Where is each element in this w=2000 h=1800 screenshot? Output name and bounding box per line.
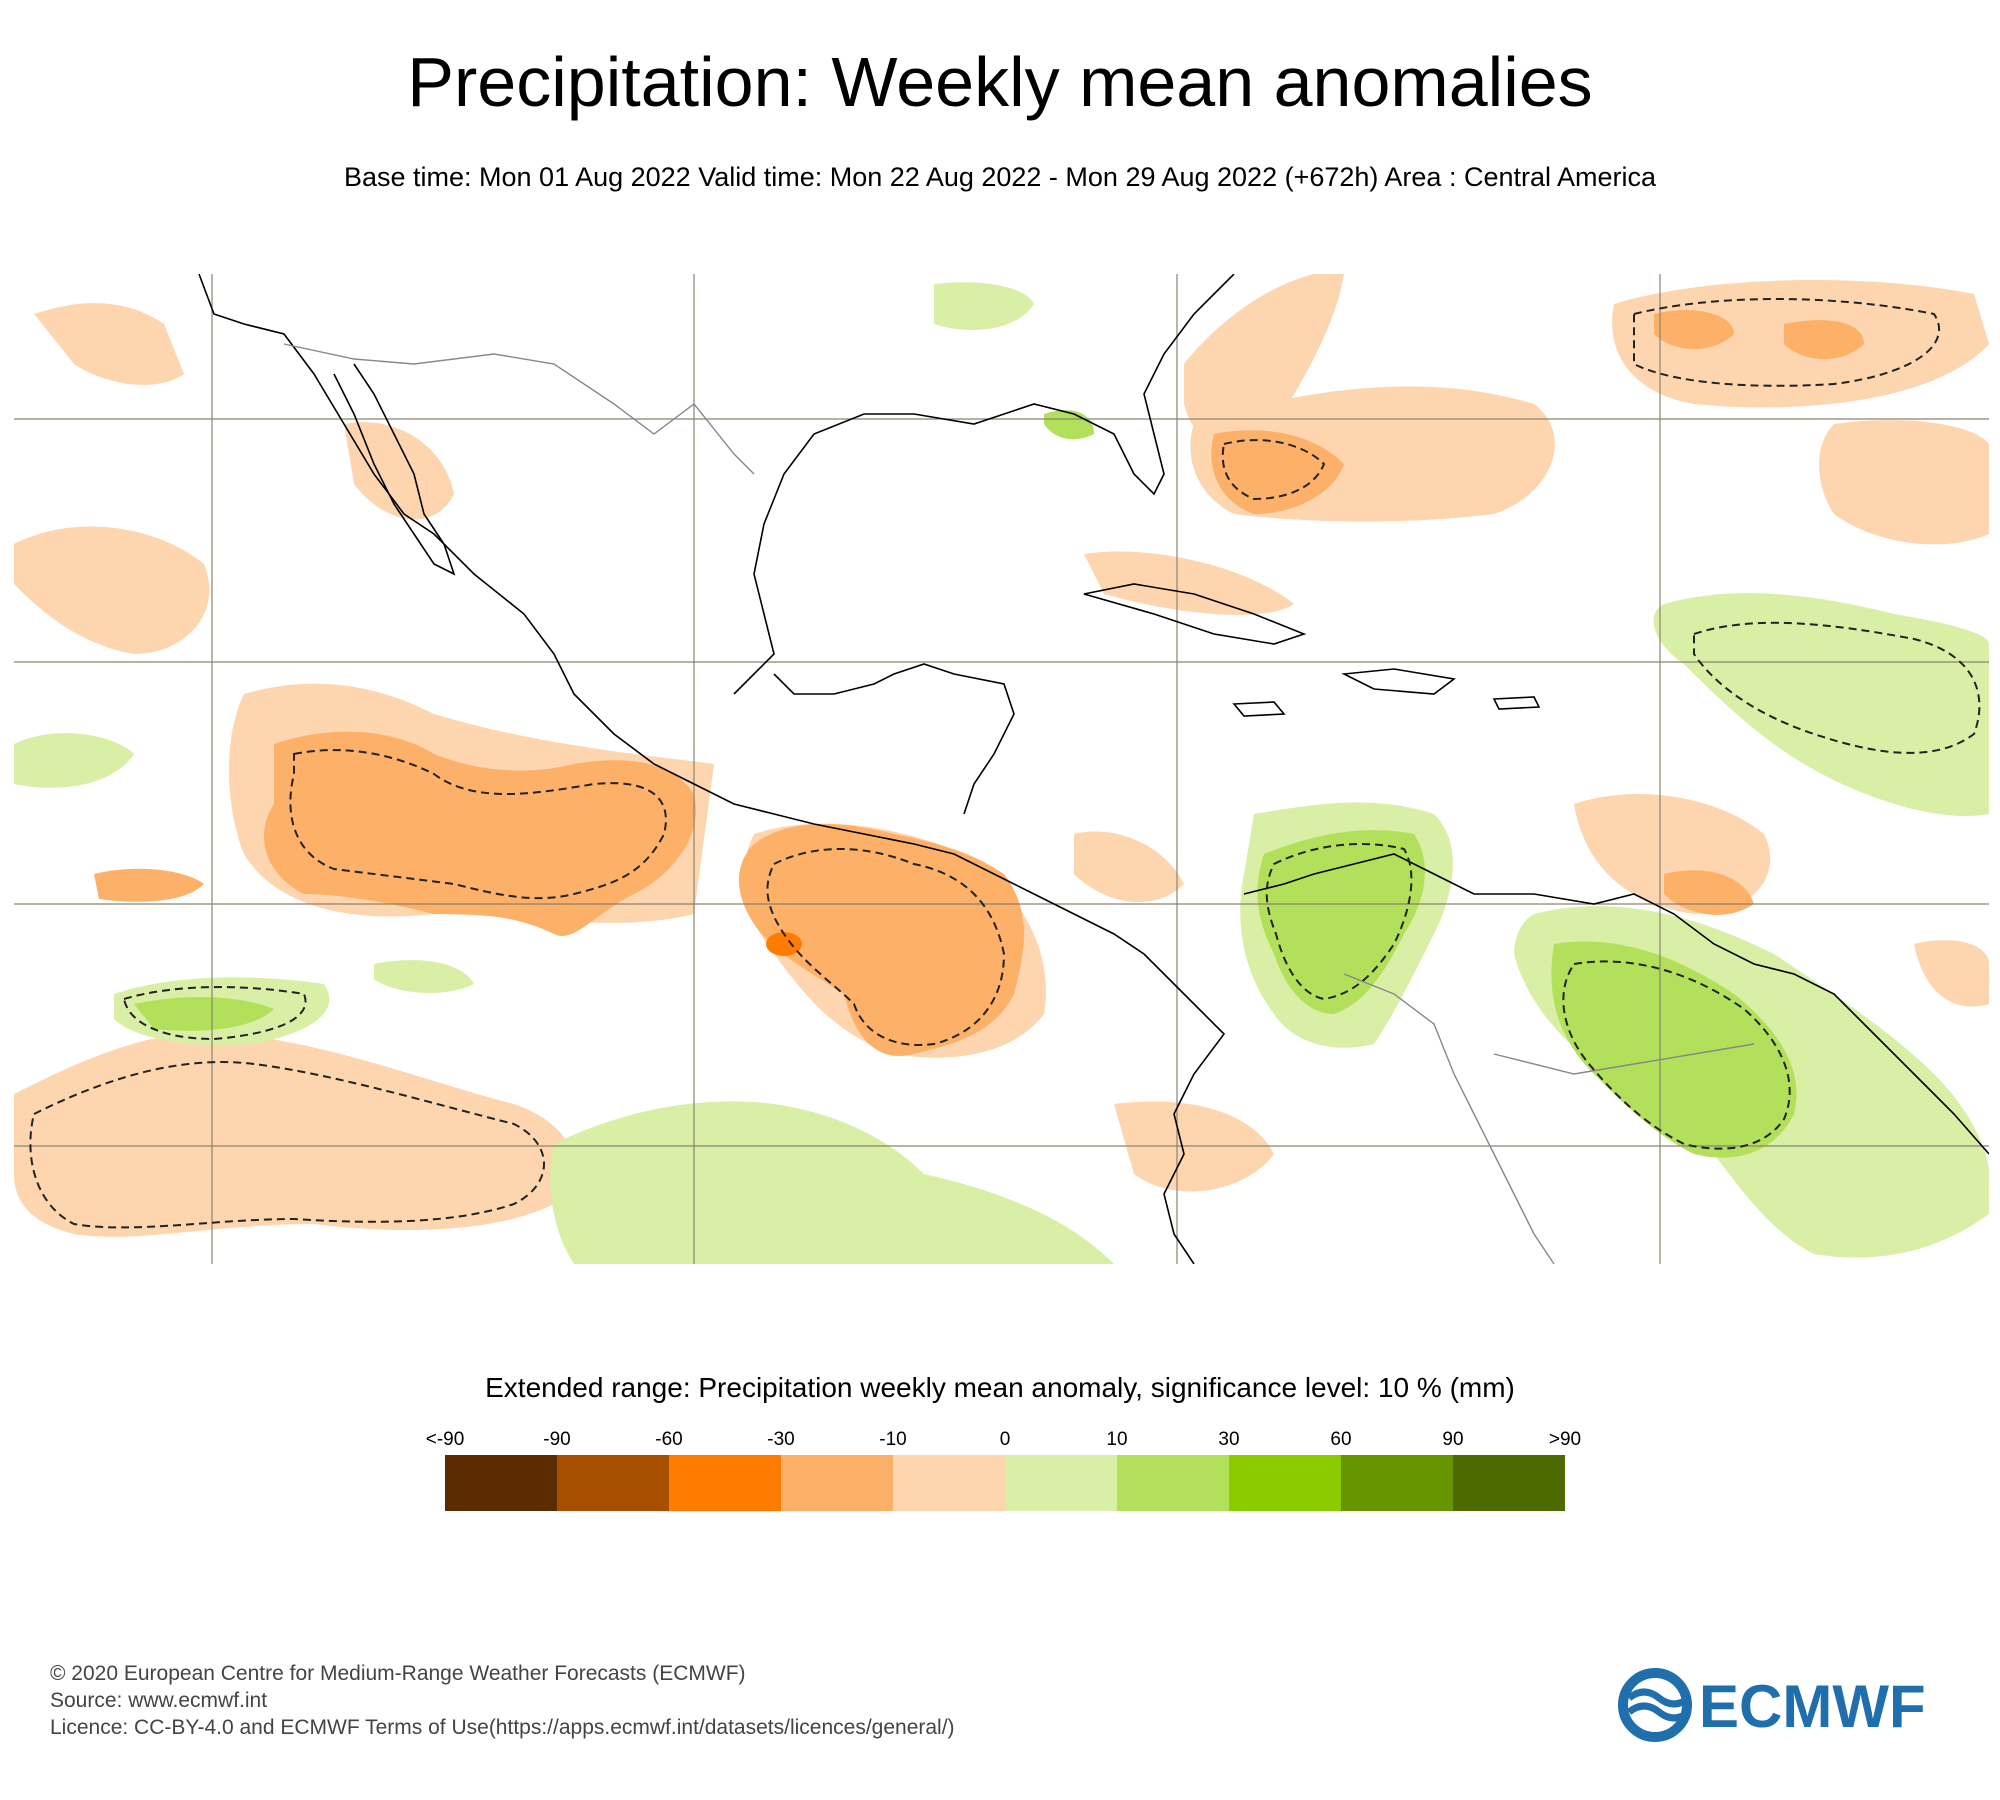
anomaly-region-east-pacific-west: [264, 731, 696, 936]
legend-swatch: [557, 1455, 669, 1511]
significance-contour-pacific-green: [122, 986, 307, 1041]
anomaly-region-colombia-green: [1257, 830, 1425, 1014]
precipitation-anomaly-map: [14, 274, 1989, 1264]
ecmwf-logo-text: ECMWF: [1699, 1673, 1926, 1740]
legend-tick-label: -60: [655, 1429, 682, 1450]
significance-contour-florida: [1221, 439, 1326, 501]
legend-tick-label: 90: [1442, 1429, 1463, 1450]
anomaly-region-pacific-green-2: [374, 960, 474, 994]
chart-title: Precipitation: Weekly mean anomalies: [407, 43, 1593, 121]
anomaly-region-southwest-pacific: [14, 1032, 575, 1237]
anomaly-region-small-pacific: [94, 868, 204, 902]
legend-swatch: [445, 1455, 557, 1511]
footer-licence: Licence: CC-BY-4.0 and ECMWF Terms of Us…: [50, 1716, 955, 1739]
legend-tick-label: 10: [1106, 1429, 1127, 1450]
anomaly-region-gulf-green: [1044, 410, 1094, 440]
national-borders: [283, 343, 1755, 1264]
coastline-hispaniola: [1341, 668, 1456, 695]
legend-swatch: [893, 1455, 1005, 1511]
coastline-cuba: [1083, 583, 1307, 645]
significance-contours: [29, 298, 1981, 1229]
anomaly-region-pacific-green-3: [134, 997, 274, 1031]
anomaly-region-central-america-coast: [1074, 831, 1184, 903]
significance-contour-atlantic-northeast: [1633, 298, 1941, 387]
chart-subtitle: Base time: Mon 01 Aug 2022 Valid time: M…: [343, 162, 1657, 192]
legend-tick-label: 0: [1000, 1429, 1011, 1450]
significance-contour-guiana: [1562, 960, 1791, 1150]
anomaly-region-florida-bahamas: [1211, 430, 1344, 514]
significance-contour-southwest-pacific: [29, 1061, 545, 1229]
anomaly-region-texas-coast: [934, 282, 1034, 330]
anomaly-region-baja-coast: [344, 422, 454, 520]
coastline-yucatan: [773, 663, 1015, 815]
coastline-north-america: [198, 274, 1226, 1264]
anomaly-region-atlantic-pocket: [1654, 310, 1734, 349]
legend-swatch: [669, 1455, 781, 1511]
anomaly-region-gulf-florida: [1184, 274, 1344, 457]
anomaly-region-venezuela-green: [1551, 941, 1797, 1158]
legend-swatch: [1117, 1455, 1229, 1511]
footer-source: Source: www.ecmwf.int: [50, 1689, 268, 1712]
anomaly-region-west-pacific-band: [14, 526, 210, 654]
color-legend: <-90 -90 -60 -30 -10 0 10 30 60 90 >90: [426, 1429, 1581, 1511]
anomaly-region-cuba: [1084, 551, 1294, 615]
legend-tick-label: 60: [1330, 1429, 1351, 1450]
coastline-puerto-rico: [1492, 696, 1541, 710]
coastline-baja: [333, 363, 456, 576]
border-venezuela-brazil: [1493, 1043, 1755, 1075]
legend-swatch: [1005, 1455, 1117, 1511]
anomaly-region-east-pacific-east: [739, 824, 1024, 1056]
anomaly-region-atlantic-pocket-2: [1784, 320, 1864, 359]
anomaly-region-atlantic-east: [1819, 420, 1989, 545]
legend-title: Extended range: Precipitation weekly mea…: [485, 1372, 1515, 1403]
coastline-gulf-of-mexico: [733, 274, 1235, 695]
anomaly-region-far-east: [1914, 940, 1989, 1007]
significance-contour-pacific-east: [766, 848, 1006, 1046]
anomaly-region-pacific-west-edge: [14, 733, 134, 788]
legend-tick-label: >90: [1549, 1429, 1581, 1450]
legend-swatch: [1453, 1455, 1565, 1511]
ecmwf-logo: ECMWF: [1618, 1668, 1926, 1742]
border-us-mexico: [283, 343, 755, 475]
legend-swatch: [1341, 1455, 1453, 1511]
anomaly-region-dark-orange-layer: [766, 932, 802, 956]
legend-tick-label: 30: [1218, 1429, 1239, 1450]
coastline-south-america-north: [1243, 853, 1989, 1155]
coastlines: [198, 274, 1989, 1264]
legend-tick-label: -10: [879, 1429, 906, 1450]
footer: © 2020 European Centre for Medium-Range …: [50, 1660, 955, 1741]
legend-swatch: [1229, 1455, 1341, 1511]
coastline-jamaica: [1232, 701, 1286, 717]
legend-tick-label: -90: [543, 1429, 570, 1450]
anomaly-region-medium-orange-layer: [94, 310, 1864, 1056]
legend-swatch: [781, 1455, 893, 1511]
border-south-america: [1343, 973, 1555, 1264]
anomaly-region-south-pacific: [550, 1101, 1114, 1264]
anomaly-region-atlantic-southeast: [1653, 593, 1989, 816]
anomaly-region-medium-green-layer: [134, 410, 1797, 1158]
lat-lon-grid: [14, 274, 1989, 1264]
significance-contour-colombia: [1265, 843, 1413, 1001]
anomaly-region-pacific-core: [766, 932, 802, 956]
ecmwf-logo-mark: [1618, 1668, 1692, 1742]
significance-contour-atlantic-green: [1693, 621, 1981, 754]
footer-copyright: © 2020 European Centre for Medium-Range …: [50, 1662, 746, 1685]
legend-tick-label: <-90: [426, 1429, 465, 1450]
legend-tick-label: -30: [767, 1429, 794, 1450]
significance-contour-pacific-west: [289, 749, 667, 900]
anomaly-region-north-pacific: [34, 303, 184, 385]
